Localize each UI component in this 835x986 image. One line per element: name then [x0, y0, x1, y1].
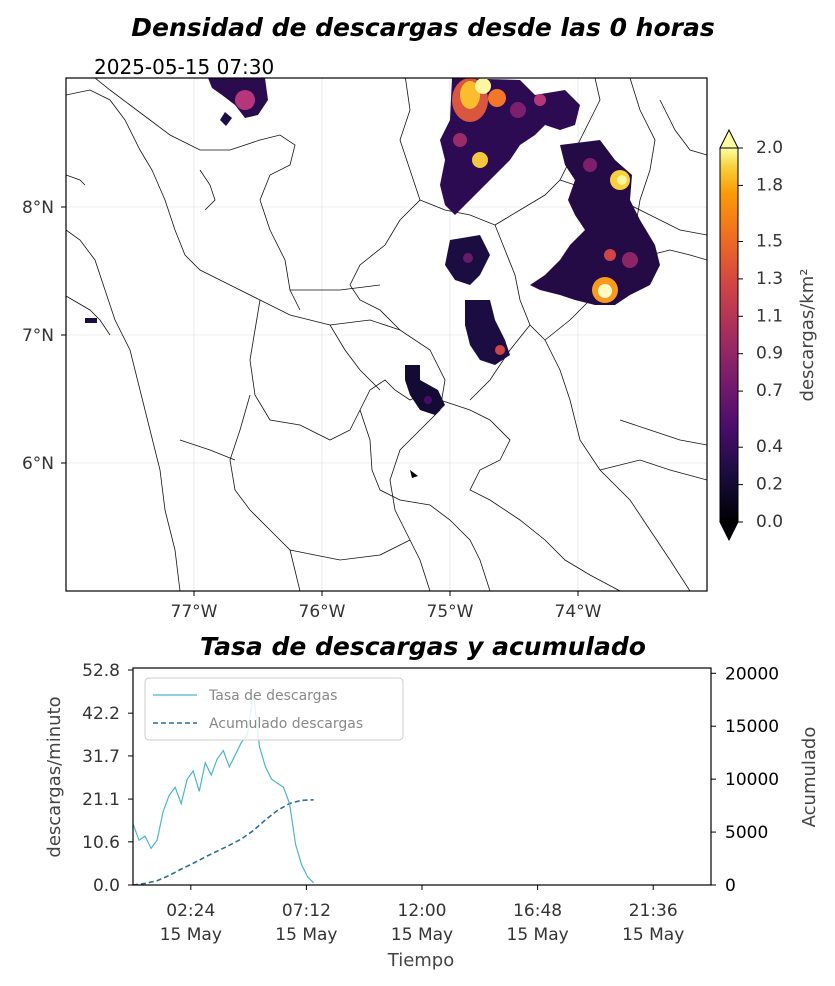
map-lon-ticks: 77°W 76°W 75°W 74°W: [171, 591, 602, 622]
y2-tick-label: 20000: [725, 664, 779, 684]
x-tick-label-date: 15 May: [275, 925, 337, 945]
lon-tick-label: 74°W: [555, 602, 602, 622]
y2-tick-label: 5000: [725, 823, 768, 843]
lat-tick-label: 6°N: [22, 454, 54, 474]
x-tick-label-time: 12:00: [398, 901, 447, 921]
density-field: [85, 78, 660, 478]
x-tick-label-date: 15 May: [160, 925, 222, 945]
colorbar-tick-label: 0.7: [756, 381, 783, 401]
series-acumulado-line: [133, 798, 314, 885]
y-axis-label: descargas/minuto: [44, 696, 65, 857]
legend-label-acumulado: Acumulado descargas: [209, 716, 363, 732]
colorbar-tick-label: 2.0: [756, 138, 783, 158]
y2-tick-label: 10000: [725, 770, 779, 790]
x-axis-label: Tiempo: [387, 950, 455, 971]
colorbar-tick-label: 1.3: [756, 269, 783, 289]
x-tick-label-time: 07:12: [282, 901, 331, 921]
y-tick-label: 52.8: [82, 661, 120, 681]
y-tick-label: 10.6: [82, 833, 120, 853]
colorbar: 0.0 0.2 0.4 0.7 0.9 1.1 1.3 1.5 1.8 2.0 descargas…: [719, 128, 818, 542]
y-tick-label: 31.7: [82, 747, 120, 767]
colorbar-label: descargas/km²: [797, 269, 818, 402]
colorbar-tick-label: 1.1: [756, 306, 783, 326]
legend: Tasa de descargas Acumulado descargas: [144, 677, 404, 741]
lon-tick-label: 75°W: [427, 602, 474, 622]
colorbar-gradient: [719, 147, 739, 523]
colorbar-tick-label: 0.9: [756, 344, 783, 364]
colorbar-tick-label: 1.8: [756, 175, 783, 195]
y2-tick-label: 15000: [725, 717, 779, 737]
colorbar-tick-label: 0.0: [756, 512, 783, 532]
colorbar-extend-min: [719, 521, 739, 542]
y-tick-label: 0.0: [93, 876, 120, 896]
lat-tick-label: 8°N: [22, 198, 54, 218]
lon-tick-label: 77°W: [171, 602, 218, 622]
colorbar-extend-max: [719, 128, 739, 149]
y2-tick-label: 0: [725, 876, 736, 896]
colorbar-tick-label: 0.4: [756, 437, 783, 457]
x-tick-label-time: 16:48: [513, 901, 562, 921]
x-tick-label-date: 15 May: [507, 925, 569, 945]
x-tick-label-date: 15 May: [622, 925, 684, 945]
x-tick-label-time: 02:24: [166, 901, 215, 921]
map-borders: [66, 78, 707, 591]
chart-title: Tasa de descargas y acumulado: [200, 632, 646, 661]
map-title: Densidad de descargas desde las 0 horas: [131, 13, 714, 42]
series-tasa-line: [133, 693, 315, 884]
y-tick-label: 21.1: [82, 790, 120, 810]
colorbar-tick-label: 0.2: [756, 475, 783, 495]
map-timestamp: 2025-05-15 07:30: [94, 55, 274, 79]
colorbar-tick-label: 1.5: [756, 232, 783, 252]
lat-tick-label: 7°N: [22, 326, 54, 346]
lon-tick-label: 76°W: [299, 602, 346, 622]
line-chart: 0.0 10.6 21.1 31.7 42.2 52.8 0 5000 10000 15000 2…: [44, 661, 820, 971]
y2-axis-label: Acumulado: [799, 727, 820, 828]
map-panel: [65, 77, 708, 592]
legend-label-tasa: Tasa de descargas: [208, 688, 337, 704]
y-tick-label: 42.2: [82, 704, 120, 724]
map-lat-ticks: 8°N 7°N 6°N: [22, 198, 66, 474]
x-tick-label-time: 21:36: [629, 901, 678, 921]
x-tick-label-date: 15 May: [391, 925, 453, 945]
